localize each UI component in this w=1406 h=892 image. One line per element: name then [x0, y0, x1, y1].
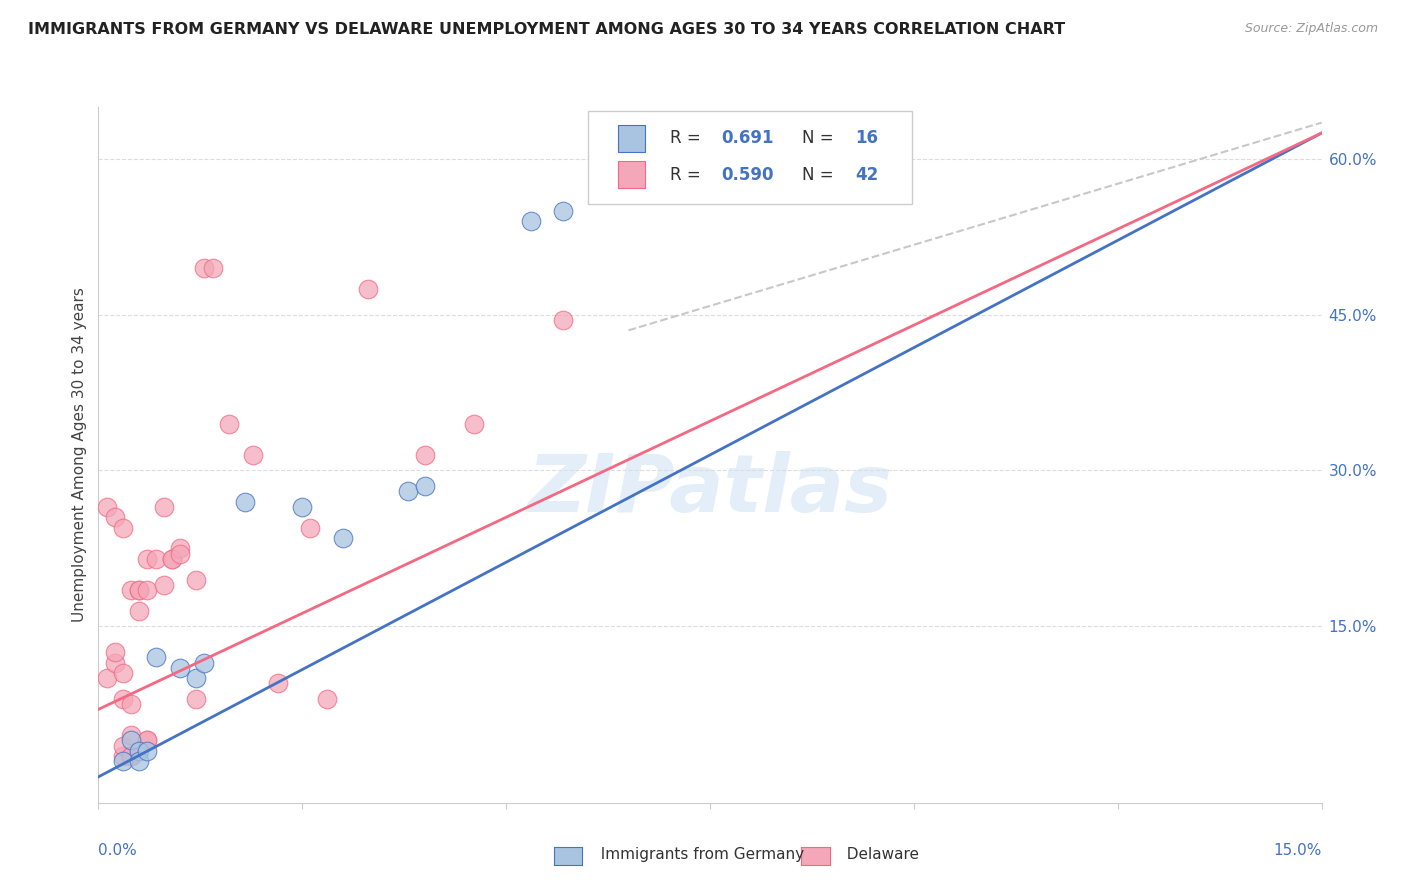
Point: [128, 604, 150, 618]
Point: [267, 676, 290, 690]
Point: [136, 551, 159, 566]
Point: [169, 661, 191, 675]
Point: [128, 744, 150, 758]
Point: [120, 728, 142, 742]
Point: [186, 671, 208, 685]
Point: [332, 531, 354, 545]
Text: 16: 16: [856, 129, 879, 147]
Point: [356, 282, 378, 296]
Text: 0.590: 0.590: [721, 166, 773, 184]
Text: N =: N =: [801, 129, 838, 147]
Point: [160, 551, 183, 566]
Point: [136, 733, 159, 747]
Point: [136, 733, 159, 747]
Point: [413, 479, 436, 493]
Point: [145, 650, 167, 665]
Point: [120, 582, 142, 597]
Point: [152, 500, 174, 514]
Point: [242, 448, 264, 462]
Text: Source: ZipAtlas.com: Source: ZipAtlas.com: [1244, 22, 1378, 36]
Point: [104, 656, 127, 670]
Point: [315, 692, 337, 706]
Point: [186, 573, 208, 587]
Text: Immigrants from Germany: Immigrants from Germany: [591, 847, 804, 862]
Point: [396, 484, 419, 499]
Point: [553, 313, 575, 327]
Text: ZIPatlas: ZIPatlas: [527, 450, 893, 529]
Bar: [619, 125, 645, 152]
Point: [193, 656, 215, 670]
Text: R =: R =: [669, 129, 706, 147]
Point: [111, 739, 134, 753]
Text: 0.691: 0.691: [721, 129, 773, 147]
Point: [160, 551, 183, 566]
Point: [128, 582, 150, 597]
Point: [169, 541, 191, 556]
Point: [299, 520, 322, 534]
Point: [413, 448, 436, 462]
Text: Delaware: Delaware: [837, 847, 918, 862]
Point: [218, 417, 240, 431]
Point: [169, 547, 191, 561]
Point: [291, 500, 314, 514]
Point: [111, 749, 134, 764]
Point: [96, 671, 118, 685]
Point: [553, 203, 575, 218]
Text: 15.0%: 15.0%: [1274, 843, 1322, 858]
Point: [111, 754, 134, 768]
Point: [193, 260, 215, 275]
Point: [463, 417, 485, 431]
Point: [152, 578, 174, 592]
Point: [145, 551, 167, 566]
Point: [128, 754, 150, 768]
Point: [201, 260, 224, 275]
Point: [128, 582, 150, 597]
Point: [120, 749, 142, 764]
Point: [136, 744, 159, 758]
Text: N =: N =: [801, 166, 838, 184]
Point: [136, 582, 159, 597]
Text: R =: R =: [669, 166, 706, 184]
Point: [111, 520, 134, 534]
Bar: [619, 161, 645, 187]
FancyBboxPatch shape: [588, 111, 912, 204]
Point: [96, 500, 118, 514]
Text: 42: 42: [856, 166, 879, 184]
Text: IMMIGRANTS FROM GERMANY VS DELAWARE UNEMPLOYMENT AMONG AGES 30 TO 34 YEARS CORRE: IMMIGRANTS FROM GERMANY VS DELAWARE UNEM…: [28, 22, 1066, 37]
Point: [233, 494, 256, 508]
Point: [120, 697, 142, 711]
Text: 0.0%: 0.0%: [98, 843, 138, 858]
Point: [186, 692, 208, 706]
Point: [519, 214, 541, 228]
Y-axis label: Unemployment Among Ages 30 to 34 years: Unemployment Among Ages 30 to 34 years: [72, 287, 87, 623]
Point: [120, 733, 142, 747]
Point: [104, 645, 127, 659]
Point: [111, 665, 134, 680]
Point: [120, 749, 142, 764]
Point: [111, 692, 134, 706]
Point: [104, 510, 127, 524]
